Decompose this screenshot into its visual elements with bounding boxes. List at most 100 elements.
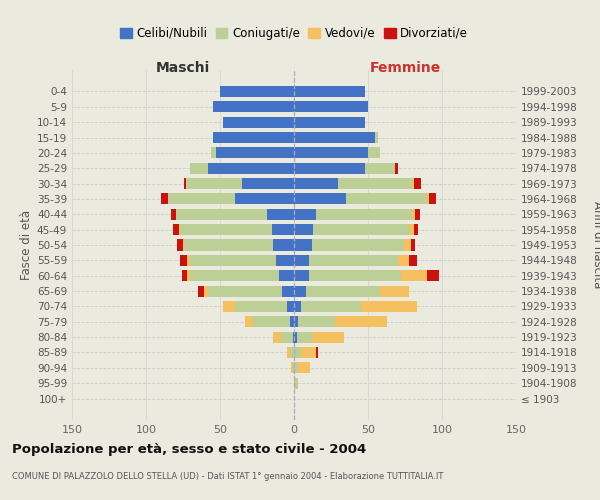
- Bar: [287, 301, 294, 312]
- Bar: [179, 224, 180, 235]
- Bar: [294, 316, 298, 328]
- Bar: [177, 240, 183, 250]
- Bar: [212, 102, 294, 112]
- Bar: [184, 240, 273, 250]
- Bar: [297, 332, 312, 342]
- Bar: [298, 316, 335, 328]
- Bar: [168, 194, 235, 204]
- Bar: [409, 255, 417, 266]
- Bar: [276, 255, 294, 266]
- Bar: [294, 362, 298, 374]
- Bar: [290, 316, 294, 328]
- Bar: [401, 270, 427, 281]
- Bar: [294, 116, 365, 128]
- Bar: [301, 301, 361, 312]
- Bar: [242, 178, 294, 189]
- Bar: [294, 347, 301, 358]
- Bar: [298, 362, 310, 374]
- Bar: [273, 240, 294, 250]
- Bar: [293, 332, 294, 342]
- Bar: [204, 286, 208, 296]
- Text: COMUNE DI PALAZZOLO DELLO STELLA (UD) - Dati ISTAT 1° gennaio 2004 - Elaborazion: COMUNE DI PALAZZOLO DELLO STELLA (UD) - …: [12, 472, 443, 481]
- Bar: [184, 178, 186, 189]
- Bar: [335, 316, 387, 328]
- Bar: [293, 362, 294, 374]
- Text: Maschi: Maschi: [156, 62, 210, 76]
- Bar: [180, 224, 272, 235]
- Bar: [171, 209, 176, 220]
- Bar: [414, 178, 421, 189]
- Legend: Celibi/Nubili, Coniugati/e, Vedovi/e, Divorziati/e: Celibi/Nubili, Coniugati/e, Vedovi/e, Di…: [120, 27, 468, 40]
- Bar: [208, 162, 294, 173]
- Bar: [287, 347, 290, 358]
- Bar: [223, 301, 235, 312]
- Bar: [428, 194, 436, 204]
- Bar: [368, 148, 380, 158]
- Bar: [183, 240, 184, 250]
- Bar: [309, 255, 398, 266]
- Bar: [282, 286, 294, 296]
- Bar: [294, 240, 312, 250]
- Bar: [235, 194, 294, 204]
- Bar: [294, 132, 376, 143]
- Bar: [427, 270, 439, 281]
- Bar: [309, 270, 401, 281]
- Bar: [412, 178, 414, 189]
- Y-axis label: Fasce di età: Fasce di età: [20, 210, 33, 280]
- Bar: [376, 132, 379, 143]
- Bar: [312, 240, 404, 250]
- Bar: [306, 286, 380, 296]
- Bar: [294, 286, 306, 296]
- Bar: [176, 209, 268, 220]
- Bar: [294, 148, 368, 158]
- Bar: [273, 332, 281, 342]
- Bar: [281, 332, 293, 342]
- Bar: [187, 255, 190, 266]
- Bar: [294, 255, 309, 266]
- Bar: [245, 316, 253, 328]
- Bar: [173, 224, 179, 235]
- Bar: [294, 301, 301, 312]
- Bar: [316, 209, 412, 220]
- Bar: [312, 332, 344, 342]
- Bar: [212, 132, 294, 143]
- Bar: [291, 362, 293, 374]
- Bar: [404, 240, 411, 250]
- Bar: [294, 194, 346, 204]
- Bar: [380, 286, 409, 296]
- Bar: [338, 178, 412, 189]
- Text: Femmine: Femmine: [370, 62, 440, 76]
- Bar: [187, 270, 190, 281]
- Bar: [272, 224, 294, 235]
- Bar: [294, 332, 297, 342]
- Bar: [313, 224, 409, 235]
- Bar: [415, 209, 420, 220]
- Bar: [294, 224, 313, 235]
- Bar: [294, 162, 365, 173]
- Bar: [294, 209, 316, 220]
- Bar: [215, 148, 294, 158]
- Text: Popolazione per età, sesso e stato civile - 2004: Popolazione per età, sesso e stato civil…: [12, 442, 366, 456]
- Bar: [316, 347, 317, 358]
- Bar: [190, 255, 276, 266]
- Bar: [294, 86, 365, 97]
- Bar: [186, 178, 242, 189]
- Bar: [235, 301, 287, 312]
- Bar: [361, 301, 417, 312]
- Bar: [279, 270, 294, 281]
- Bar: [190, 270, 279, 281]
- Bar: [294, 178, 338, 189]
- Bar: [223, 116, 294, 128]
- Bar: [297, 378, 298, 388]
- Bar: [346, 194, 427, 204]
- Bar: [294, 378, 297, 388]
- Bar: [211, 148, 215, 158]
- Bar: [409, 224, 414, 235]
- Bar: [294, 102, 368, 112]
- Bar: [220, 86, 294, 97]
- Bar: [301, 347, 316, 358]
- Bar: [365, 162, 395, 173]
- Bar: [427, 194, 428, 204]
- Bar: [253, 316, 290, 328]
- Bar: [290, 347, 294, 358]
